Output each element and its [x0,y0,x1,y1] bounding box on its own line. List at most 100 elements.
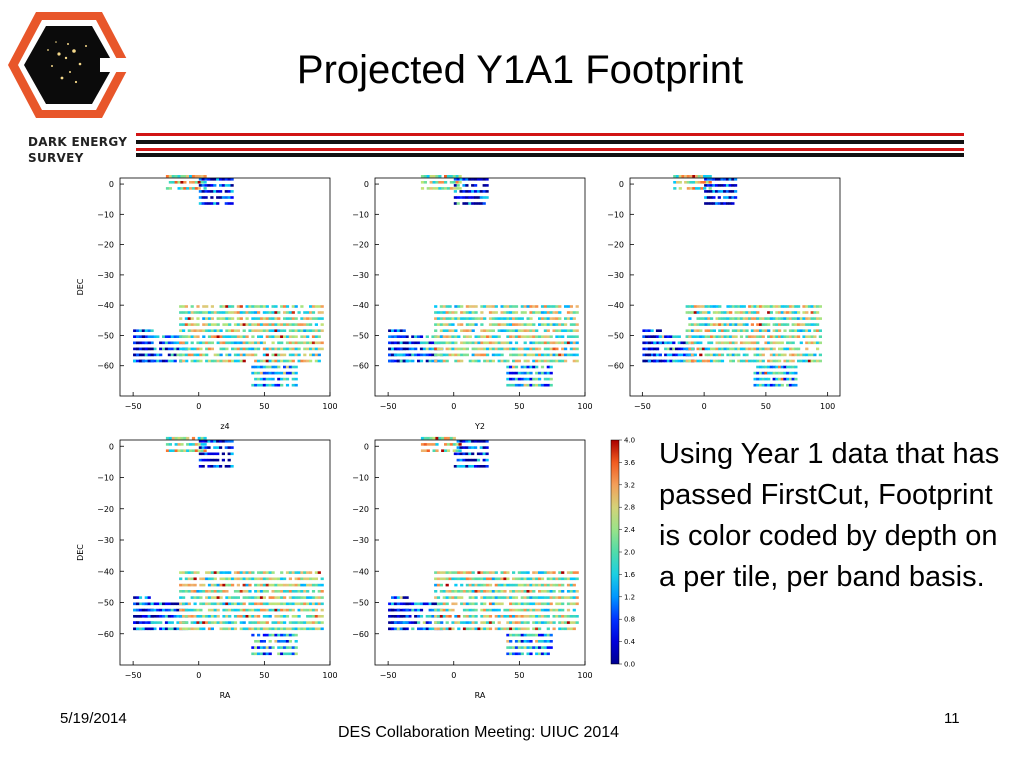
depth-cell [271,377,275,381]
depth-cell [399,335,403,338]
depth-cell [543,602,547,606]
depth-cell [147,621,151,624]
depth-cell [442,317,446,320]
axes-frame [374,439,586,666]
depth-cell [696,335,700,338]
depth-cell [216,602,220,606]
depth-cell [233,329,238,332]
depth-cell [265,371,269,375]
depth-cell [396,329,400,332]
depth-cell [683,353,687,357]
depth-cell [271,633,275,637]
depth-cell [538,577,542,581]
depth-cell [759,347,763,351]
depth-cell [136,602,140,606]
depth-cell [517,317,521,320]
depth-cell [688,335,692,338]
depth-cell [494,347,498,351]
depth-cell [538,335,542,338]
depth-cell [728,178,732,181]
depth-cell [802,305,806,308]
depth-cell [783,371,787,375]
depth-cell [224,190,228,193]
depth-cell [813,353,817,357]
depth-cell [448,317,452,320]
depth-cell [186,187,190,190]
depth-cell [259,365,264,369]
depth-cell [460,341,464,345]
colorbar-tick-label: 4.0 [624,437,635,445]
depth-cell [222,608,226,612]
depth-cell [468,440,472,443]
depth-cell [277,577,281,581]
depth-cell [202,590,206,593]
depth-cell [532,583,536,587]
depth-cell [168,175,172,178]
depth-cell [734,317,738,320]
depth-cell [205,305,209,308]
depth-cell [701,305,706,308]
depth-cell [441,181,445,184]
depth-cell [434,353,438,357]
depth-cell [219,583,223,587]
y-tick-label: −20 [352,505,369,514]
depth-cell [523,583,527,587]
depth-cell [512,347,516,351]
depth-cell [477,571,481,574]
depth-cell [685,335,689,338]
depth-cell [399,596,403,599]
depth-cell [239,615,243,618]
depth-cell [393,335,398,338]
depth-cell [245,615,249,618]
depth-cell [201,202,205,205]
depth-cell [222,347,226,351]
depth-cell [564,596,568,599]
depth-cell [457,335,461,338]
depth-cell [228,329,232,332]
depth-cell [294,383,298,387]
depth-cell [523,365,527,369]
depth-cell [677,341,681,345]
depth-cell [219,196,223,199]
depth-cell [176,341,180,345]
depth-cell [535,383,539,387]
depth-cell [285,608,290,612]
depth-cell [216,329,220,332]
depth-cell [184,590,188,593]
depth-cell [213,452,217,456]
depth-cell [193,583,197,587]
depth-cell [799,323,803,326]
depth-cell [213,458,217,462]
depth-cell [549,583,553,587]
depth-cell [431,602,435,606]
depth-cell [320,311,324,314]
depth-cell [523,633,527,637]
depth-cell [182,602,186,606]
depth-cell [180,181,184,184]
depth-cell [483,317,487,320]
depth-cell [320,627,324,631]
depth-cell [283,329,287,332]
depth-cell [683,359,687,363]
depth-cell [506,646,510,649]
depth-cell [517,608,521,612]
depth-cell [514,347,519,351]
depth-cell [216,323,220,326]
depth-cell [204,440,208,443]
depth-cell [283,615,287,618]
depth-cell [468,452,472,456]
depth-cell [503,317,507,320]
depth-cell [532,359,536,363]
depth-cell [506,305,510,308]
depth-cell [210,311,214,314]
depth-cell [314,305,318,308]
depth-cell [153,335,157,338]
depth-cell [288,633,292,637]
depth-cell [540,608,545,612]
depth-cell [136,329,140,332]
depth-cell [725,190,730,193]
depth-cell [274,335,278,338]
depth-cell [138,347,143,351]
depth-cell [436,621,441,624]
depth-cell [242,323,246,326]
